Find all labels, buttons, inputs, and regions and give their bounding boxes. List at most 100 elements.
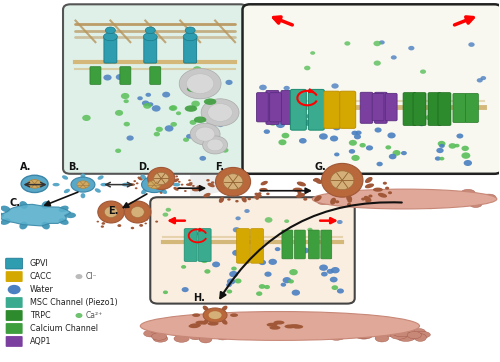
Ellipse shape xyxy=(284,324,296,328)
Circle shape xyxy=(334,152,340,156)
Ellipse shape xyxy=(58,218,68,225)
Circle shape xyxy=(138,96,143,100)
Circle shape xyxy=(115,214,118,216)
Circle shape xyxy=(313,178,317,182)
Ellipse shape xyxy=(318,327,334,334)
FancyBboxPatch shape xyxy=(453,93,466,123)
Ellipse shape xyxy=(106,27,116,34)
Ellipse shape xyxy=(467,195,481,201)
Circle shape xyxy=(306,113,315,119)
Circle shape xyxy=(321,272,328,277)
Ellipse shape xyxy=(148,181,160,189)
Text: AQP1: AQP1 xyxy=(30,337,51,346)
Circle shape xyxy=(268,259,277,265)
FancyBboxPatch shape xyxy=(120,67,131,84)
Circle shape xyxy=(170,122,177,127)
Circle shape xyxy=(462,146,469,151)
Circle shape xyxy=(392,150,400,156)
Circle shape xyxy=(440,110,446,114)
Ellipse shape xyxy=(42,201,50,209)
FancyBboxPatch shape xyxy=(144,38,157,63)
Ellipse shape xyxy=(260,188,268,191)
Ellipse shape xyxy=(292,188,302,192)
Circle shape xyxy=(76,274,82,279)
Circle shape xyxy=(189,182,192,184)
Circle shape xyxy=(169,106,176,111)
Ellipse shape xyxy=(322,163,363,197)
FancyBboxPatch shape xyxy=(372,93,384,121)
Circle shape xyxy=(253,250,261,256)
Circle shape xyxy=(102,222,105,225)
Circle shape xyxy=(282,277,291,283)
Circle shape xyxy=(184,190,186,192)
Ellipse shape xyxy=(140,312,419,340)
Circle shape xyxy=(148,102,154,106)
Circle shape xyxy=(418,122,424,126)
Circle shape xyxy=(303,198,308,201)
Ellipse shape xyxy=(260,181,268,185)
Circle shape xyxy=(276,122,285,128)
Circle shape xyxy=(288,279,294,283)
Circle shape xyxy=(366,199,370,203)
Ellipse shape xyxy=(364,191,376,198)
Ellipse shape xyxy=(186,183,192,186)
Ellipse shape xyxy=(80,173,86,178)
Circle shape xyxy=(179,68,221,99)
Circle shape xyxy=(264,217,272,223)
Ellipse shape xyxy=(354,333,372,338)
Circle shape xyxy=(231,266,236,271)
Ellipse shape xyxy=(314,178,322,184)
Circle shape xyxy=(227,278,235,285)
Circle shape xyxy=(347,203,351,206)
Circle shape xyxy=(103,216,106,218)
Circle shape xyxy=(211,181,214,184)
Circle shape xyxy=(266,193,270,195)
Circle shape xyxy=(429,109,437,114)
Circle shape xyxy=(130,215,133,217)
Ellipse shape xyxy=(373,188,383,192)
Ellipse shape xyxy=(104,33,118,41)
Circle shape xyxy=(352,155,360,161)
Ellipse shape xyxy=(372,327,384,332)
Circle shape xyxy=(164,125,173,132)
Ellipse shape xyxy=(189,333,202,340)
Ellipse shape xyxy=(174,187,178,191)
FancyBboxPatch shape xyxy=(6,297,22,308)
Ellipse shape xyxy=(52,183,60,186)
Ellipse shape xyxy=(160,189,163,194)
Circle shape xyxy=(259,284,266,289)
Ellipse shape xyxy=(192,313,200,317)
Circle shape xyxy=(282,110,289,114)
Ellipse shape xyxy=(199,335,212,343)
Circle shape xyxy=(192,101,200,107)
Ellipse shape xyxy=(160,327,178,334)
Ellipse shape xyxy=(414,334,426,341)
Ellipse shape xyxy=(262,327,276,332)
Ellipse shape xyxy=(128,183,135,186)
Circle shape xyxy=(454,144,460,147)
Text: Water: Water xyxy=(30,285,54,294)
Circle shape xyxy=(468,42,474,47)
FancyBboxPatch shape xyxy=(270,93,281,122)
Circle shape xyxy=(226,283,232,287)
Circle shape xyxy=(196,186,200,188)
Ellipse shape xyxy=(71,177,95,192)
FancyBboxPatch shape xyxy=(308,89,324,130)
Circle shape xyxy=(154,132,160,136)
Ellipse shape xyxy=(185,27,195,34)
Circle shape xyxy=(368,194,372,198)
Circle shape xyxy=(480,76,486,80)
Ellipse shape xyxy=(176,325,192,333)
Ellipse shape xyxy=(330,171,354,190)
Circle shape xyxy=(102,218,107,222)
FancyBboxPatch shape xyxy=(266,90,279,125)
Circle shape xyxy=(143,103,152,109)
Ellipse shape xyxy=(196,321,206,325)
Ellipse shape xyxy=(372,193,384,199)
Ellipse shape xyxy=(368,195,381,202)
Ellipse shape xyxy=(219,197,224,203)
Ellipse shape xyxy=(65,212,76,218)
FancyBboxPatch shape xyxy=(281,90,294,125)
Circle shape xyxy=(8,285,20,294)
Ellipse shape xyxy=(144,330,158,337)
